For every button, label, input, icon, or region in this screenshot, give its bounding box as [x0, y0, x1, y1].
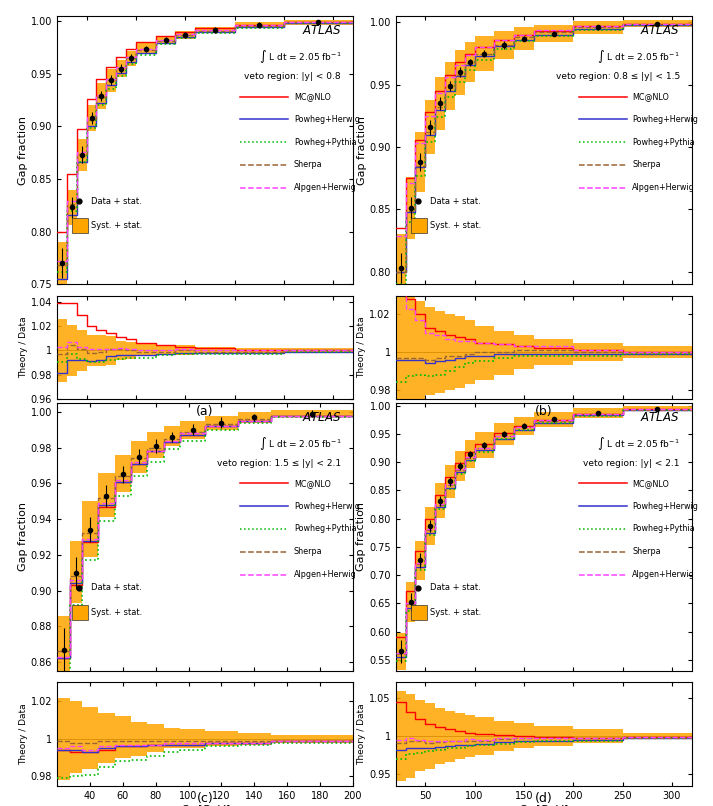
Y-axis label: Gap fraction: Gap fraction	[18, 502, 28, 571]
FancyBboxPatch shape	[411, 218, 427, 233]
Text: Alpgen+Herwig: Alpgen+Herwig	[294, 183, 356, 192]
Text: Sherpa: Sherpa	[294, 160, 322, 169]
Y-axis label: Theory / Data: Theory / Data	[19, 704, 28, 765]
Text: (a): (a)	[196, 405, 214, 418]
Text: veto region: 1.5 ≤ |y| < 2.1: veto region: 1.5 ≤ |y| < 2.1	[217, 459, 341, 468]
Text: Powheg+Pythia: Powheg+Pythia	[294, 138, 356, 147]
Text: Powheg+Herwig: Powheg+Herwig	[632, 114, 698, 124]
Y-axis label: Gap fraction: Gap fraction	[356, 115, 366, 185]
Text: Powheg+Herwig: Powheg+Herwig	[294, 114, 359, 124]
Text: Data + stat.: Data + stat.	[430, 197, 481, 206]
Text: Syst. + stat.: Syst. + stat.	[430, 608, 481, 617]
Text: $\int$ L dt = 2.05 fb$^{-1}$: $\int$ L dt = 2.05 fb$^{-1}$	[259, 435, 341, 452]
X-axis label: $Q_0\ \mathrm{[GeV]}$: $Q_0\ \mathrm{[GeV]}$	[180, 804, 230, 806]
Text: Sherpa: Sherpa	[632, 160, 661, 169]
Y-axis label: Theory / Data: Theory / Data	[19, 317, 28, 378]
Text: Syst. + stat.: Syst. + stat.	[430, 221, 481, 230]
FancyBboxPatch shape	[72, 218, 88, 233]
Y-axis label: Gap fraction: Gap fraction	[356, 502, 366, 571]
Text: Syst. + stat.: Syst. + stat.	[91, 221, 143, 230]
Text: Data + stat.: Data + stat.	[91, 197, 142, 206]
Text: $\int$ L dt = 2.05 fb$^{-1}$: $\int$ L dt = 2.05 fb$^{-1}$	[597, 435, 679, 452]
Text: MC@NLO: MC@NLO	[632, 92, 670, 101]
Text: $\it{ATLAS}$: $\it{ATLAS}$	[302, 411, 341, 424]
Text: Powheg+Pythia: Powheg+Pythia	[294, 525, 356, 534]
Text: veto region: |y| < 0.8: veto region: |y| < 0.8	[245, 73, 341, 81]
Text: veto region: 0.8 ≤ |y| < 1.5: veto region: 0.8 ≤ |y| < 1.5	[555, 73, 679, 81]
Text: Syst. + stat.: Syst. + stat.	[91, 608, 143, 617]
Text: Powheg+Pythia: Powheg+Pythia	[632, 525, 695, 534]
Text: Alpgen+Herwig: Alpgen+Herwig	[294, 570, 356, 579]
Text: Powheg+Herwig: Powheg+Herwig	[294, 501, 359, 511]
X-axis label: $Q_0\ \mathrm{[GeV]}$: $Q_0\ \mathrm{[GeV]}$	[518, 804, 569, 806]
Text: (b): (b)	[535, 405, 553, 418]
Text: Powheg+Pythia: Powheg+Pythia	[632, 138, 695, 147]
Text: Sherpa: Sherpa	[632, 547, 661, 556]
Text: Alpgen+Herwig: Alpgen+Herwig	[632, 570, 695, 579]
Text: (d): (d)	[535, 792, 553, 805]
Y-axis label: Theory / Data: Theory / Data	[358, 317, 366, 378]
X-axis label: $Q_0\ \mathrm{[GeV]}$: $Q_0\ \mathrm{[GeV]}$	[518, 417, 569, 430]
Text: $\it{ATLAS}$: $\it{ATLAS}$	[302, 24, 341, 37]
Text: $\int$ L dt = 2.05 fb$^{-1}$: $\int$ L dt = 2.05 fb$^{-1}$	[259, 48, 341, 65]
Text: MC@NLO: MC@NLO	[294, 92, 331, 101]
Text: veto region: |y| < 2.1: veto region: |y| < 2.1	[583, 459, 679, 468]
Text: Powheg+Herwig: Powheg+Herwig	[632, 501, 698, 511]
Text: MC@NLO: MC@NLO	[294, 479, 331, 488]
Y-axis label: Gap fraction: Gap fraction	[18, 115, 28, 185]
Text: Data + stat.: Data + stat.	[91, 584, 142, 592]
Text: (c): (c)	[197, 792, 213, 805]
X-axis label: $Q_0\ \mathrm{[GeV]}$: $Q_0\ \mathrm{[GeV]}$	[180, 417, 230, 430]
Text: $\int$ L dt = 2.05 fb$^{-1}$: $\int$ L dt = 2.05 fb$^{-1}$	[597, 48, 679, 65]
FancyBboxPatch shape	[72, 605, 88, 620]
Text: Data + stat.: Data + stat.	[430, 584, 481, 592]
Text: Alpgen+Herwig: Alpgen+Herwig	[632, 183, 695, 192]
Text: MC@NLO: MC@NLO	[632, 479, 670, 488]
Y-axis label: Theory / Data: Theory / Data	[358, 704, 366, 765]
Text: $\it{ATLAS}$: $\it{ATLAS}$	[640, 24, 679, 37]
Text: Sherpa: Sherpa	[294, 547, 322, 556]
FancyBboxPatch shape	[411, 605, 427, 620]
Text: $\it{ATLAS}$: $\it{ATLAS}$	[640, 411, 679, 424]
